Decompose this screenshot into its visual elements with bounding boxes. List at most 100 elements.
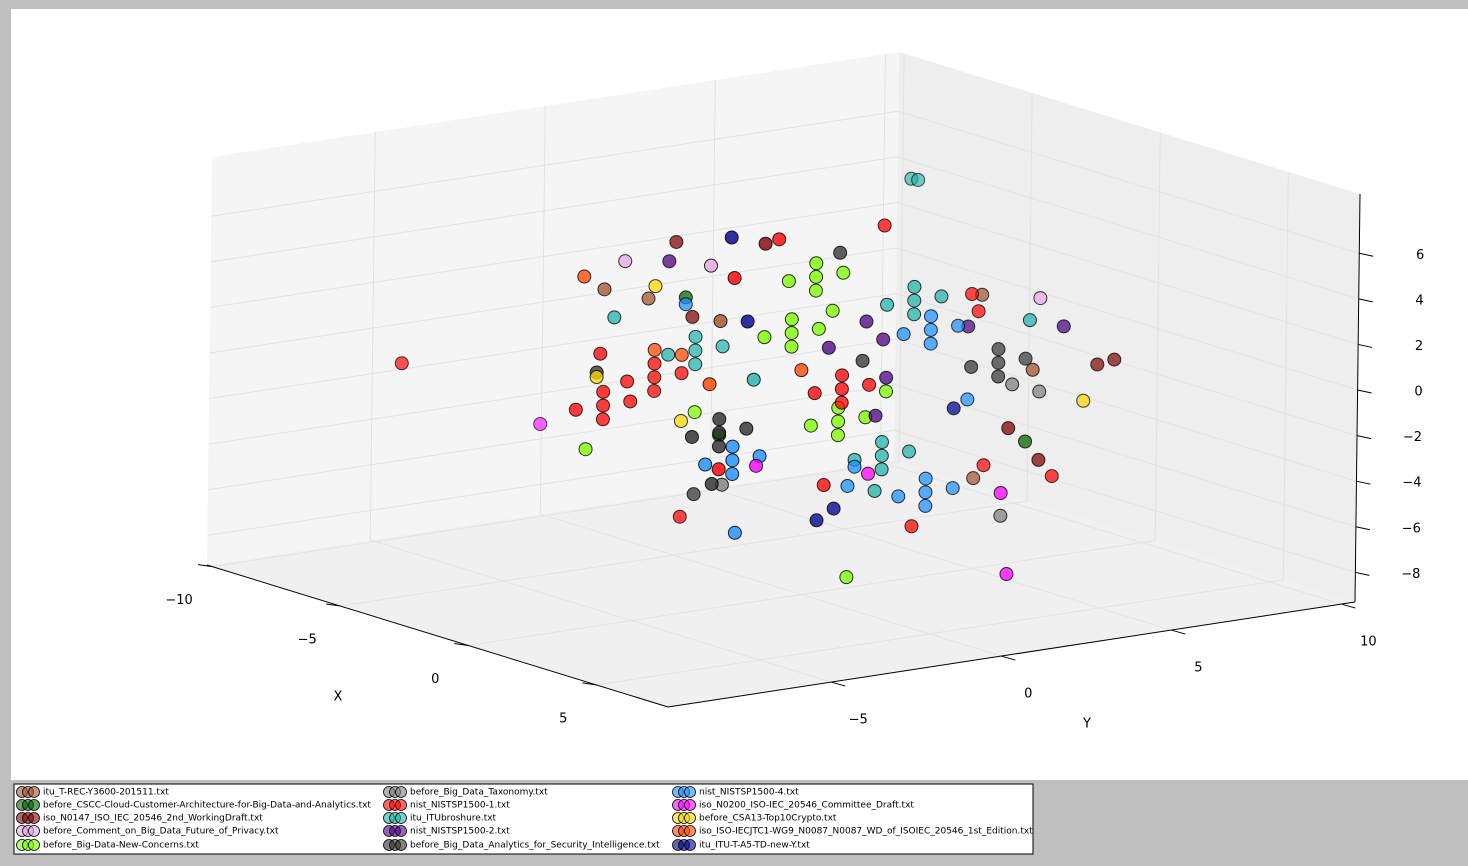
data-point: [727, 270, 742, 285]
data-point: [698, 457, 713, 472]
grid-line: [898, 110, 1360, 254]
data-point: [923, 336, 938, 351]
grid-line: [895, 293, 1358, 437]
legend-marker: [395, 812, 407, 824]
data-point: [907, 279, 922, 294]
data-point: [685, 309, 700, 324]
data-point: [713, 314, 728, 329]
data-point: [686, 487, 701, 502]
legend: itu_T-REC-Y3600-201511.txt before_CSCC-Cl…: [13, 783, 1034, 855]
legend-label: iso_N0200_ISO-IEC_20546_Committee_Draft.…: [699, 801, 914, 811]
legend-label: nist_NISTSP1500-1.txt: [410, 801, 510, 811]
grid-line: [207, 429, 895, 536]
data-point: [784, 312, 799, 327]
data-point: [647, 383, 662, 398]
data-point: [809, 269, 824, 284]
legend-marker: [684, 799, 696, 811]
axis-line: [206, 564, 669, 708]
data-point: [711, 439, 726, 454]
data-point: [596, 384, 611, 399]
data-point: [757, 330, 772, 345]
left-pane: [207, 52, 899, 565]
x-tick-label: 0: [431, 672, 439, 687]
tick-mark: [1356, 480, 1371, 485]
legend-marker: [684, 812, 696, 824]
data-point: [595, 412, 610, 427]
data-point: [641, 291, 656, 306]
data-point: [674, 347, 689, 362]
data-point: [688, 329, 703, 344]
tick-mark: [1341, 603, 1356, 609]
data-point: [960, 392, 975, 407]
data-point: [589, 370, 604, 385]
grid-line: [540, 513, 1002, 657]
data-point: [999, 567, 1014, 582]
z-tick-label: 6: [1416, 248, 1424, 263]
axes: −10 −5 0 5 −5 0 5 10 −8 −6 −4 −2 0 2 4 6: [165, 193, 1424, 728]
data-point: [877, 218, 892, 233]
data-point: [809, 256, 824, 271]
data-point: [578, 442, 593, 457]
grid-line: [709, 80, 716, 489]
legend-label: before_CSCC-Cloud-Customer-Architecture-…: [43, 801, 371, 811]
panes: [207, 52, 1360, 707]
data-point: [607, 310, 622, 325]
data-point: [568, 402, 583, 417]
grid-line: [897, 156, 1359, 300]
data-point: [669, 234, 684, 249]
data-point: [620, 374, 635, 389]
z-tick-label: −2: [1403, 430, 1422, 445]
data-point: [772, 232, 787, 247]
legend-marker: [395, 799, 407, 811]
legend-marker: [395, 825, 407, 837]
legend-label: nist_NISTSP1500-2.txt: [410, 827, 510, 837]
grid-line: [211, 110, 899, 217]
data-point: [971, 304, 986, 319]
grid-line: [1282, 171, 1289, 580]
x-tick-label: −10: [165, 593, 192, 608]
grid-line: [210, 156, 898, 263]
tick-mark: [1355, 526, 1371, 531]
data-point: [876, 332, 891, 347]
grid-line: [1026, 93, 1033, 502]
data-point: [830, 428, 845, 443]
data-point: [1018, 434, 1033, 449]
data-point: [727, 525, 742, 540]
data-point: [758, 236, 773, 251]
tick-mark: [1358, 343, 1373, 348]
data-point: [674, 366, 689, 381]
data-point: [918, 485, 933, 500]
data-point: [1056, 319, 1071, 334]
data-point: [831, 414, 846, 429]
grid-line: [210, 201, 898, 308]
data-point: [739, 421, 754, 436]
data-point: [964, 359, 979, 374]
grid-line: [894, 384, 1357, 528]
grid-line: [896, 247, 1358, 391]
data-point: [951, 318, 966, 333]
x-axis-label: X: [334, 690, 343, 705]
data-point: [836, 265, 851, 280]
grid-line: [208, 293, 897, 400]
data-point: [1031, 452, 1046, 467]
tick-mark: [1356, 435, 1372, 440]
z-tick-label: 4: [1415, 293, 1423, 308]
data-point: [880, 297, 895, 312]
data-point: [821, 340, 836, 355]
axis-line: [1354, 193, 1361, 603]
data-point: [902, 444, 917, 459]
data-point: [834, 395, 849, 410]
data-point: [596, 398, 611, 413]
axis-line: [667, 601, 1356, 708]
data-point: [991, 342, 1006, 357]
data-point: [1076, 393, 1091, 408]
legend-marker: [28, 812, 40, 824]
data-point: [784, 325, 799, 340]
data-point: [807, 386, 822, 401]
data-point: [704, 476, 719, 491]
data-point: [1107, 352, 1122, 367]
data-point: [907, 293, 922, 308]
data-point: [840, 478, 855, 493]
data-point: [704, 258, 719, 273]
data-point: [993, 486, 1008, 501]
